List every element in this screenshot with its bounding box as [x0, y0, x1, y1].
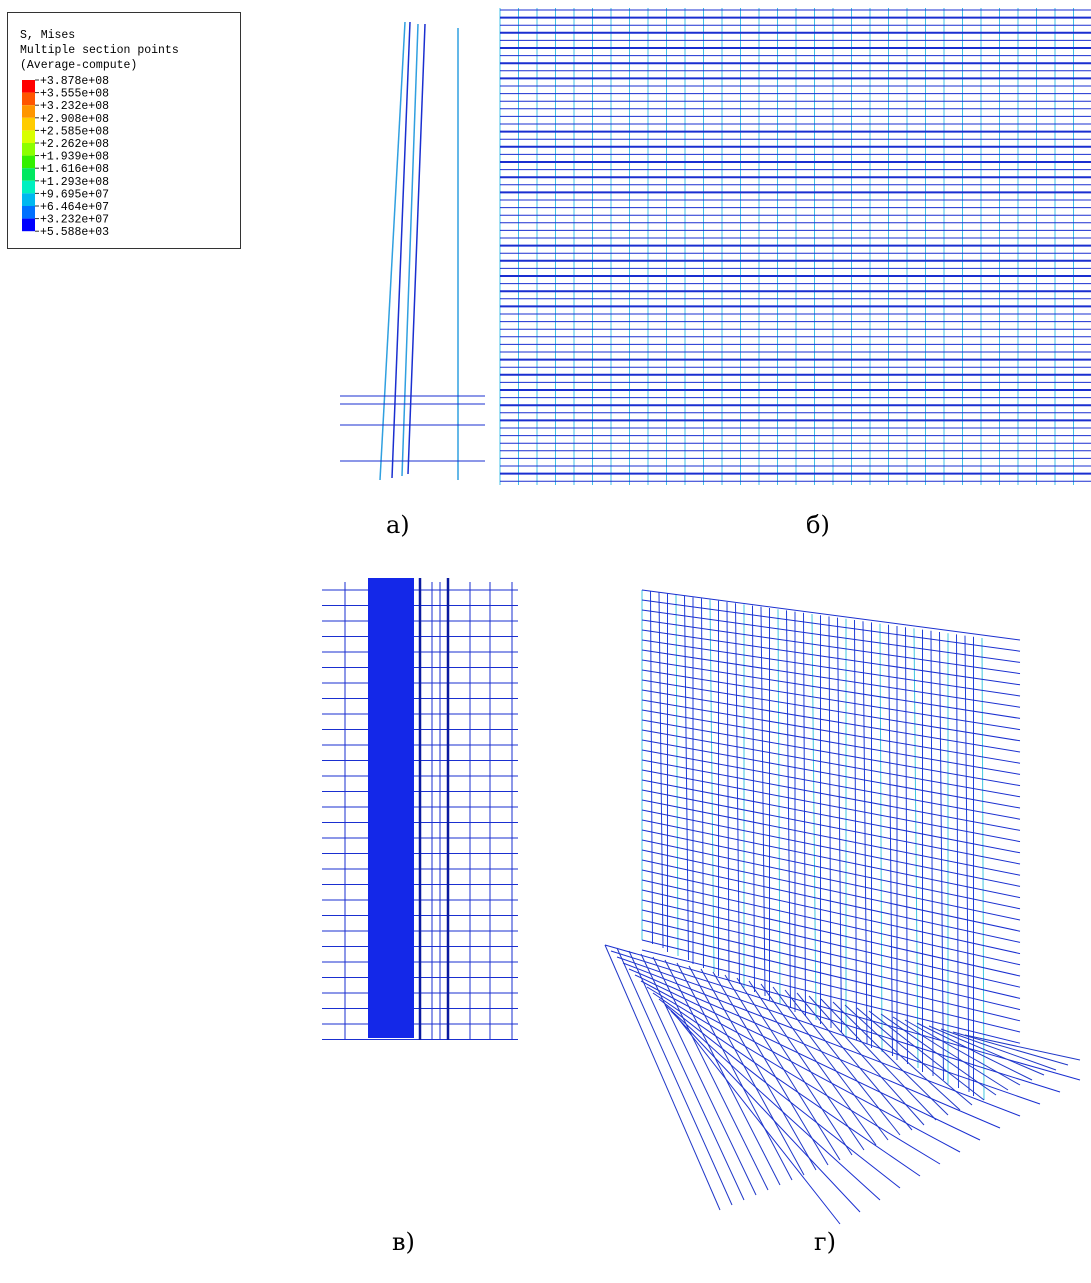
mesh-line [642, 790, 1020, 864]
mesh-line [642, 740, 1020, 808]
legend-label: +1.293e+08 [40, 176, 109, 189]
legend-swatch [22, 105, 35, 118]
mesh-line [642, 630, 1020, 685]
mesh-line [804, 613, 806, 1016]
caption: г) [814, 1228, 836, 1256]
mesh-line [689, 966, 804, 1175]
mesh-line [642, 760, 1020, 830]
legend-subtitle: Multiple section points [20, 44, 179, 57]
mesh-line [642, 590, 1020, 640]
mesh-line [965, 1035, 1080, 1060]
legend-swatch [22, 93, 35, 106]
mesh-line [642, 640, 1020, 696]
legend-swatch [22, 219, 35, 232]
legend-label: +1.616e+08 [40, 163, 109, 176]
mesh-line [642, 600, 1020, 651]
mesh-line [605, 945, 720, 1210]
caption: в) [392, 1228, 415, 1256]
mesh-line [629, 951, 744, 1200]
mesh-line [642, 820, 1020, 898]
mesh-line [914, 628, 918, 1068]
mesh-line [906, 627, 908, 1064]
legend-label: +9.695e+07 [40, 188, 109, 201]
legend-swatch [22, 80, 35, 93]
mesh-line [812, 614, 816, 1020]
mesh-line [702, 598, 704, 968]
legend-label: +5.588e+03 [40, 226, 109, 239]
mesh-line [642, 620, 1020, 674]
legend-label: +3.555e+08 [40, 88, 109, 101]
mesh-line [642, 730, 1020, 797]
legend-title: S, Mises [20, 29, 75, 42]
legend-swatch [22, 206, 35, 219]
figure: S, Mises Multiple section points (Averag… [0, 0, 1091, 1283]
legend-label: +3.878e+08 [40, 75, 109, 88]
mesh-line [642, 610, 1020, 662]
legend-note: (Average-compute) [20, 59, 137, 72]
legend-label: +1.939e+08 [40, 151, 109, 164]
legend-label: +3.232e+08 [40, 100, 109, 113]
legend-label: +2.585e+08 [40, 125, 109, 138]
mesh-line [889, 625, 893, 1056]
legend-swatch [22, 130, 35, 143]
mesh-line [869, 1011, 984, 1100]
mesh-line [727, 602, 729, 980]
legend-label: +2.262e+08 [40, 138, 109, 151]
mesh-line [855, 620, 857, 1040]
legend-label: +6.464e+07 [40, 201, 109, 214]
mesh-line [787, 610, 791, 1008]
mesh-line [676, 595, 678, 956]
legend-swatch [22, 193, 35, 206]
mesh-line [642, 750, 1020, 819]
mesh-line [642, 840, 1020, 920]
mesh-line [651, 591, 653, 944]
mesh-block [368, 578, 414, 1038]
page: S, Mises Multiple section points (Averag… [0, 0, 1091, 1283]
legend-swatch [22, 118, 35, 131]
mesh-line [642, 720, 1020, 786]
mesh-line [965, 636, 969, 1092]
mesh-line [642, 800, 1020, 875]
legend-label: +2.908e+08 [40, 113, 109, 126]
legend-swatch [22, 168, 35, 181]
caption: б) [806, 511, 830, 539]
mesh-line [725, 975, 840, 1160]
mesh-line [753, 606, 755, 992]
mesh-line [931, 631, 933, 1076]
mesh-line [761, 984, 876, 1145]
mesh-line [677, 963, 792, 1180]
mesh-line [641, 954, 756, 1195]
caption: а) [386, 511, 410, 539]
legend-swatch [22, 143, 35, 156]
mesh-line [982, 638, 984, 1100]
mesh-line [653, 957, 768, 1190]
legend-swatch [22, 181, 35, 194]
mesh-line [736, 603, 740, 984]
mesh-line [642, 810, 1020, 886]
legend-swatch [22, 156, 35, 169]
mesh-line [671, 1011, 860, 1212]
mesh-line [642, 850, 1020, 931]
mesh-line [957, 634, 959, 1088]
mesh-line [863, 621, 867, 1044]
mesh-line [617, 948, 732, 1205]
legend-label: +3.232e+07 [40, 214, 109, 227]
mesh-line [642, 770, 1020, 842]
